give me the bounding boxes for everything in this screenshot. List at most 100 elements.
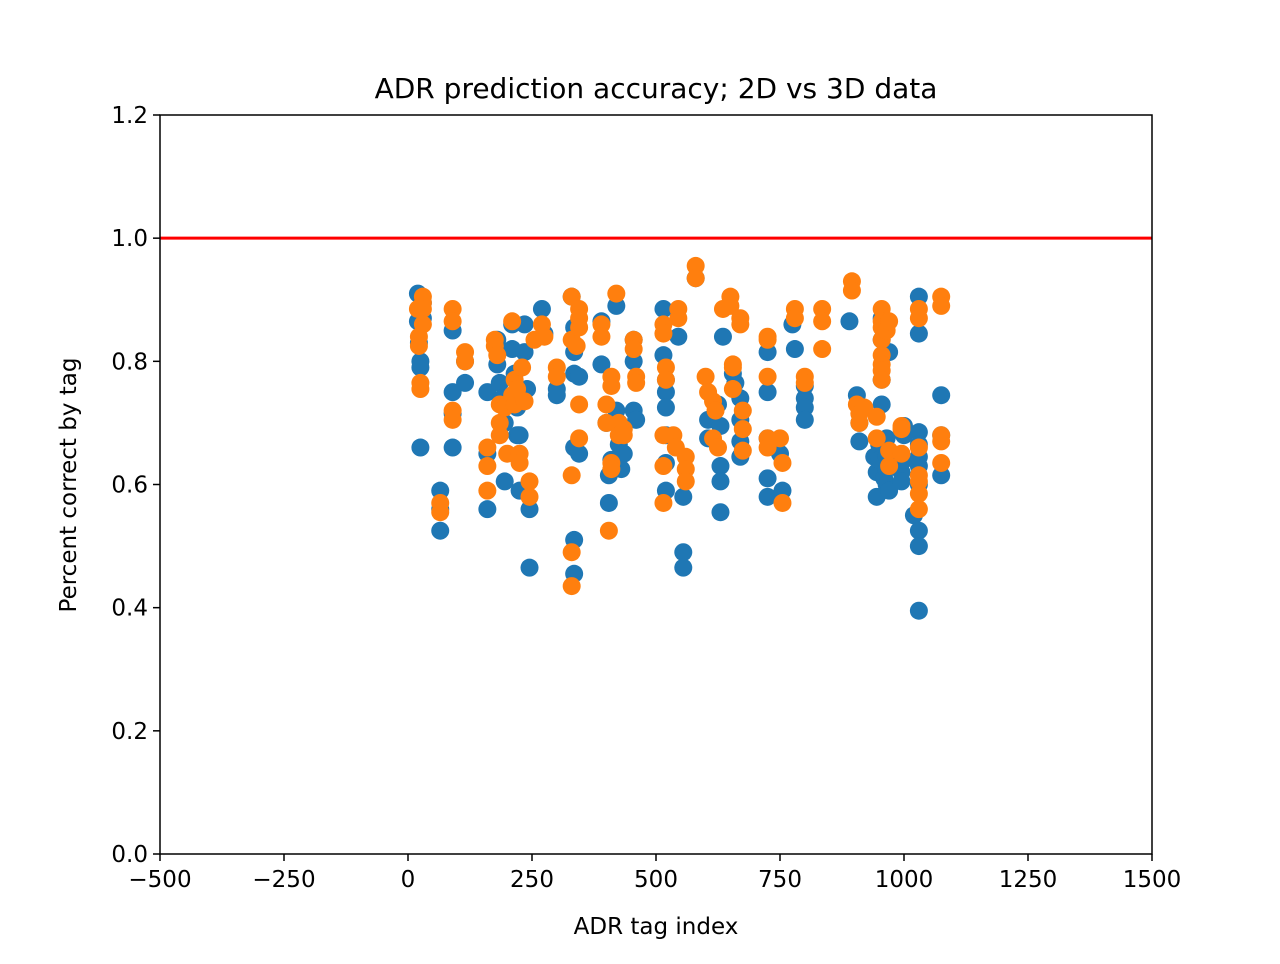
series-2-point [880, 457, 899, 476]
series-1-point [909, 601, 928, 620]
series-2-point [597, 395, 616, 414]
chart-title: ADR prediction accuracy; 2D vs 3D data [375, 72, 938, 105]
series-2-point [490, 413, 509, 432]
series-1-point [711, 457, 730, 476]
series-2-point [733, 401, 752, 420]
series-1-point [520, 500, 539, 519]
series-2-point [795, 373, 814, 392]
series-1-point [656, 398, 675, 417]
y-tick-label: 1.2 [111, 103, 148, 129]
series-2-point [431, 503, 450, 522]
y-tick-label: 0.0 [111, 842, 148, 868]
series-2-point [909, 472, 928, 491]
series-2-point [656, 358, 675, 377]
series-2-point [813, 299, 832, 318]
series-1-point [478, 383, 497, 402]
series-2-point [624, 340, 643, 359]
series-2-point [413, 315, 432, 334]
series-2-point [478, 438, 497, 457]
series-1-point [456, 373, 475, 392]
y-axis-label: Percent correct by tag [56, 358, 82, 613]
series-1-point [773, 481, 792, 500]
x-tick-label: 1000 [875, 867, 934, 893]
series-2-point [842, 281, 861, 300]
series-1-point [443, 383, 462, 402]
series-2-point [880, 312, 899, 331]
series-2-point [627, 373, 646, 392]
series-1-point [795, 398, 814, 417]
series-2-point [909, 500, 928, 519]
series-1-point [607, 296, 626, 315]
series-1-point [674, 558, 693, 577]
series-2-point [850, 413, 869, 432]
series-2-point [654, 457, 673, 476]
series-1-point [654, 299, 673, 318]
series-2-point [478, 457, 497, 476]
x-axis-label: ADR tag index [574, 914, 739, 940]
plot-marks: −500 −250 0 250 500 750 1000 1250 1500 0.0 0.2 0.4 0… [111, 103, 1181, 893]
series-1-point [411, 358, 430, 377]
series-2-point [547, 367, 566, 386]
series-2-point [909, 309, 928, 328]
series-1-point [850, 432, 869, 451]
series-1-point [785, 340, 804, 359]
series-2-point [443, 299, 462, 318]
series-2-point [490, 426, 509, 445]
series-2-point [892, 420, 911, 439]
series-1-point [669, 327, 688, 346]
series-1-point [656, 383, 675, 402]
series-2-point [515, 392, 534, 411]
series-2-point [813, 340, 832, 359]
series-2-point [758, 330, 777, 349]
x-tick-label: 1500 [1123, 867, 1182, 893]
series-1-point [909, 537, 928, 556]
series-2-point [654, 493, 673, 512]
series-2-point [570, 429, 589, 448]
series-2-point [614, 426, 633, 445]
series-2-point [535, 327, 554, 346]
series-2-point [409, 336, 428, 355]
series-2-point [520, 472, 539, 491]
series-2-point [602, 376, 621, 395]
y-tick-label: 1.0 [111, 226, 148, 252]
series-2-point [478, 481, 497, 500]
series-2-point [867, 429, 886, 448]
series-2-point [758, 367, 777, 386]
series-2-point [731, 315, 750, 334]
series-2-point [721, 296, 740, 315]
series-1-point [758, 343, 777, 362]
x-tick-label: −500 [128, 867, 191, 893]
series-2-point [592, 327, 611, 346]
x-tick-label: 500 [634, 867, 678, 893]
series-1-point [570, 444, 589, 463]
series-2-point [411, 380, 430, 399]
series-2-point [686, 256, 705, 275]
series-2-point [669, 309, 688, 328]
series-1-point [515, 343, 534, 362]
series-1-point [758, 469, 777, 488]
y-tick-label: 0.6 [111, 473, 148, 499]
series-2-point [570, 318, 589, 337]
series-1-point [840, 312, 859, 331]
series-2-point [676, 447, 695, 466]
series-1-point [909, 423, 928, 442]
series-2-point [676, 472, 695, 491]
series-1-point [627, 410, 646, 429]
x-tick-label: 0 [401, 867, 416, 893]
series-2-point [909, 438, 928, 457]
series-2-point [813, 312, 832, 331]
series-2-point [413, 299, 432, 318]
series-2-point [592, 315, 611, 334]
series-2-point [696, 367, 715, 386]
series-1-point [443, 438, 462, 457]
series-2-point [758, 438, 777, 457]
series-2-point [503, 312, 522, 331]
series-2-point [709, 438, 727, 457]
series-2-point [773, 453, 792, 472]
series-1-point [909, 521, 928, 540]
series-1-point [510, 426, 529, 445]
series-2-point [570, 395, 589, 414]
series-2-point [567, 336, 586, 355]
series-1-point [570, 367, 589, 386]
series-2-point [686, 269, 705, 288]
